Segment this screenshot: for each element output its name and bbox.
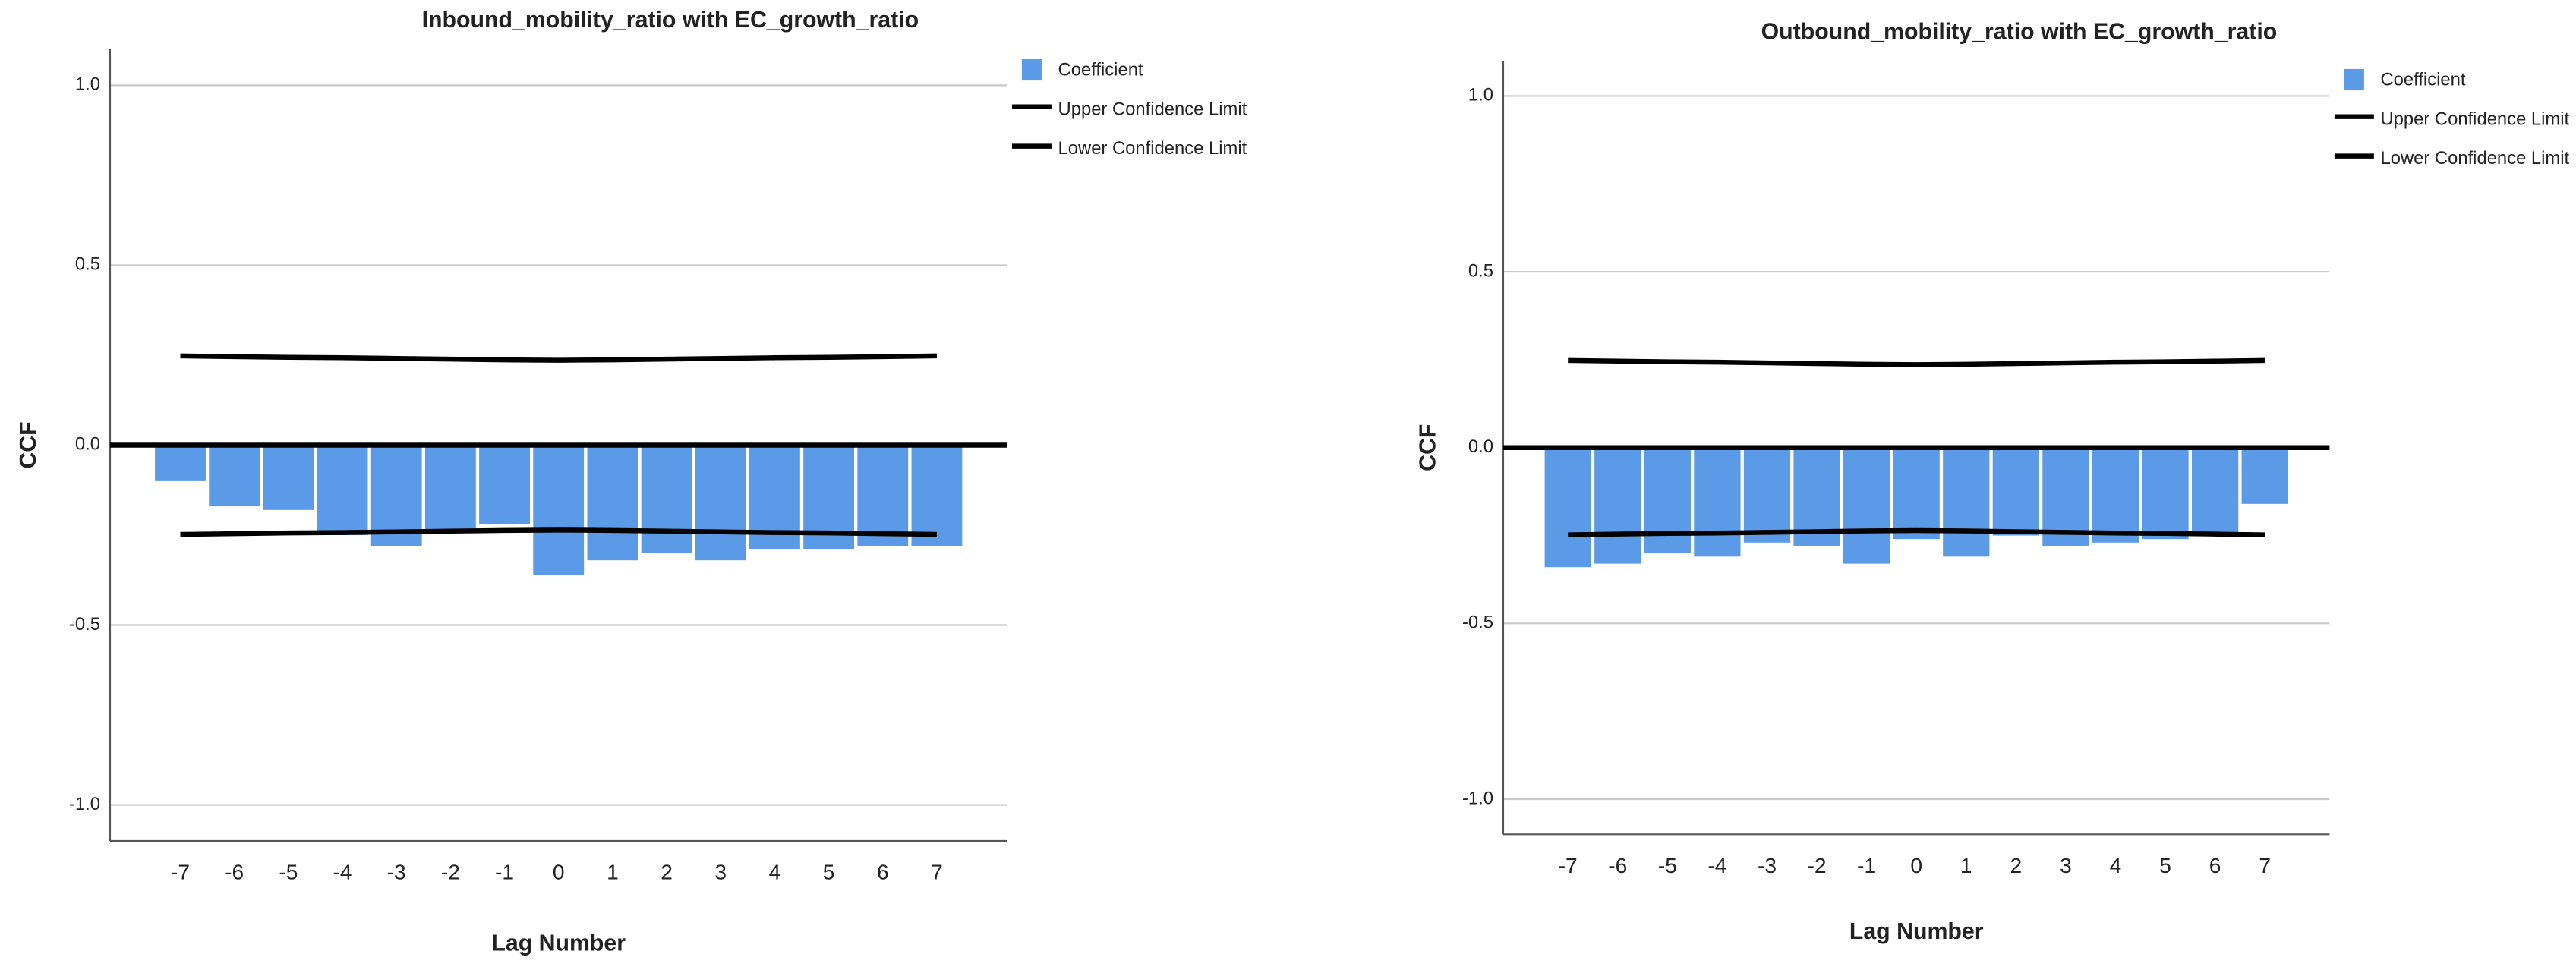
x-tick-label: -1 bbox=[1857, 854, 1876, 877]
x-tick-label: 1 bbox=[1960, 854, 1972, 877]
confidence-line bbox=[1568, 527, 2265, 537]
bar bbox=[1992, 447, 2039, 536]
bar bbox=[2142, 447, 2189, 540]
x-tick-label: 7 bbox=[931, 861, 943, 884]
bar bbox=[263, 445, 314, 510]
x-tick-label: 0 bbox=[1910, 854, 1922, 877]
y-tick-label: -0.5 bbox=[1462, 612, 1493, 633]
x-tick-label: 4 bbox=[769, 861, 781, 884]
bar bbox=[2042, 447, 2089, 546]
legend-label: Coefficient bbox=[1058, 59, 1143, 80]
y-tick-label: 0.5 bbox=[75, 254, 100, 275]
bar bbox=[1644, 447, 1691, 553]
bar bbox=[2191, 447, 2239, 536]
bar bbox=[370, 445, 422, 546]
x-tick-label: 2 bbox=[2010, 854, 2023, 877]
confidence-line bbox=[1568, 357, 2265, 367]
bar bbox=[533, 445, 585, 575]
x-tick-label: -7 bbox=[171, 861, 190, 884]
x-tick-label: 6 bbox=[2209, 854, 2221, 877]
bar bbox=[2092, 447, 2139, 543]
bar bbox=[155, 445, 206, 481]
x-tick-label: -2 bbox=[441, 861, 460, 884]
x-tick-label: -6 bbox=[1608, 854, 1627, 877]
y-tick-label: -1.0 bbox=[1462, 788, 1493, 808]
x-axis-label: Lag Number bbox=[1849, 919, 1984, 944]
x-tick-label: -4 bbox=[333, 861, 352, 884]
x-tick-label: 0 bbox=[553, 861, 565, 884]
x-tick-label: 1 bbox=[607, 861, 619, 884]
x-tick-label: -2 bbox=[1808, 854, 1827, 877]
bar bbox=[1893, 447, 1940, 540]
bar bbox=[424, 445, 476, 532]
legend-label: Lower Confidence Limit bbox=[2380, 148, 2569, 168]
y-tick-label: 1.0 bbox=[75, 74, 100, 95]
bar bbox=[587, 445, 638, 561]
y-tick-label: -0.5 bbox=[69, 614, 100, 634]
y-tick-label: 0.0 bbox=[75, 434, 100, 455]
bar bbox=[1843, 447, 1890, 564]
x-tick-label: -1 bbox=[495, 861, 514, 884]
y-tick-label: 1.0 bbox=[1468, 85, 1493, 105]
bar bbox=[857, 445, 909, 546]
x-tick-label: -4 bbox=[1707, 854, 1726, 877]
legend-swatch bbox=[1021, 58, 1042, 81]
bar bbox=[1943, 447, 1990, 557]
legend-label: Coefficient bbox=[2380, 69, 2465, 90]
x-tick-label: -3 bbox=[387, 861, 406, 884]
bar bbox=[1694, 447, 1741, 557]
y-axis-label: CCF bbox=[16, 421, 41, 468]
chart-title: Inbound_mobility_ratio with EC_growth_ra… bbox=[422, 8, 919, 33]
bar bbox=[1743, 447, 1791, 543]
legend-label: Upper Confidence Limit bbox=[2380, 109, 2569, 129]
legend-label: Lower Confidence Limit bbox=[1058, 138, 1247, 159]
bar bbox=[695, 445, 746, 561]
bar bbox=[317, 445, 368, 535]
y-tick-label: 0.5 bbox=[1468, 260, 1493, 281]
x-tick-label: 5 bbox=[823, 861, 835, 884]
x-tick-label: -3 bbox=[1758, 854, 1777, 877]
bar bbox=[209, 445, 260, 507]
x-tick-label: -6 bbox=[225, 861, 244, 884]
x-tick-label: 6 bbox=[877, 861, 889, 884]
bar bbox=[1594, 447, 1641, 564]
x-tick-label: 2 bbox=[661, 861, 673, 884]
x-tick-label: 3 bbox=[714, 861, 727, 884]
y-axis-label: CCF bbox=[1416, 424, 1441, 471]
x-tick-label: 7 bbox=[2259, 854, 2271, 877]
x-tick-label: 3 bbox=[2060, 854, 2072, 877]
bar bbox=[2241, 447, 2288, 504]
legend-label: Upper Confidence Limit bbox=[1058, 99, 1247, 119]
x-tick-label: 5 bbox=[2159, 854, 2171, 877]
y-tick-label: -1.0 bbox=[69, 794, 100, 814]
bar bbox=[479, 445, 530, 524]
x-tick-label: -7 bbox=[1559, 854, 1578, 877]
confidence-line bbox=[180, 353, 937, 363]
bar bbox=[641, 445, 692, 553]
y-tick-label: 0.0 bbox=[1468, 436, 1493, 457]
x-axis-label: Lag Number bbox=[491, 930, 626, 956]
bar bbox=[911, 445, 963, 546]
chart-title: Outbound_mobility_ratio with EC_growth_r… bbox=[1761, 19, 2278, 44]
x-tick-label: -5 bbox=[1658, 854, 1677, 877]
x-tick-label: -5 bbox=[279, 861, 298, 884]
bar bbox=[1544, 447, 1591, 568]
confidence-line bbox=[180, 527, 937, 537]
x-tick-label: 4 bbox=[2110, 854, 2122, 877]
legend-swatch bbox=[2344, 68, 2364, 91]
